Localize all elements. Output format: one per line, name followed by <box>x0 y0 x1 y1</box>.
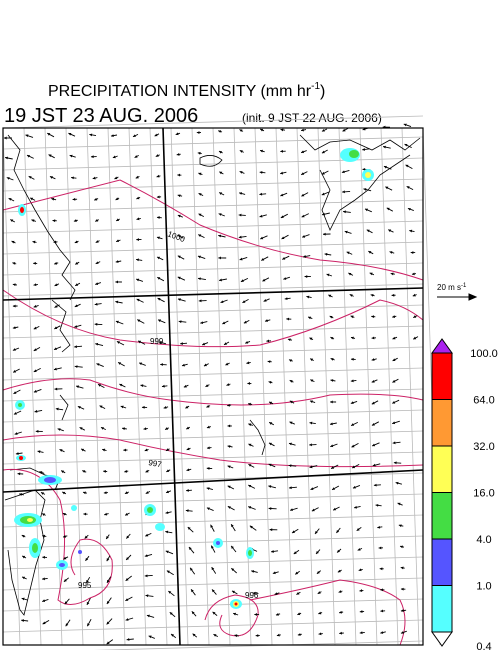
colorbar-segment <box>432 446 452 493</box>
colorbar-label: 100.0 <box>470 348 498 360</box>
colorbar-label: 32.0 <box>473 441 494 453</box>
colorbar-label: 64.0 <box>473 395 494 407</box>
map: 1000 999 997 995 996 <box>3 116 440 650</box>
colorbar-label: 16.0 <box>473 488 494 500</box>
colorbar-over <box>432 339 452 353</box>
wind-legend-arrow <box>437 294 476 300</box>
colorbar-segment <box>432 493 452 540</box>
date: 19 JST 23 AUG. 2006 <box>4 105 198 127</box>
colorbar: 100.0 64.0 32.0 16.0 4.0 1.0 0.4 <box>432 339 498 650</box>
isobar-label: 999 <box>150 337 164 346</box>
colorbar-label: 4.0 <box>476 534 491 546</box>
isobar-label: 995 <box>78 581 92 590</box>
colorbar-segment <box>432 586 452 633</box>
colorbar-segment <box>432 539 452 586</box>
wind-arrow <box>404 124 411 127</box>
colorbar-label: 1.0 <box>476 581 491 593</box>
colorbar-label: 0.4 <box>476 641 491 650</box>
colorbar-segment <box>432 353 452 400</box>
wind-legend-label: 20 m s-1 <box>437 283 467 292</box>
isobar-label: 996 <box>245 591 259 600</box>
colorbar-segment <box>432 400 452 447</box>
colorbar-under <box>432 632 452 646</box>
title: PRECIPITATION INTENSITY (mm hr-1) <box>48 81 325 100</box>
